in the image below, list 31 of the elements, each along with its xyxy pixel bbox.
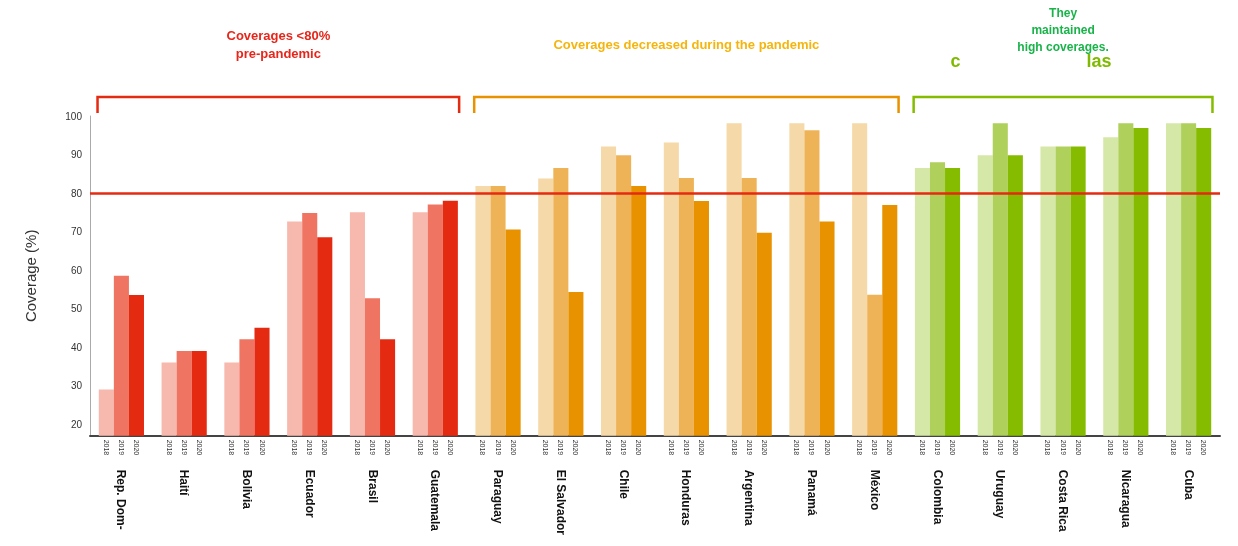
x-tick-label: Colombia [930, 469, 945, 525]
x-tick-label: Honduras [679, 469, 694, 526]
x-tick-label: Uruguay [993, 469, 1008, 519]
x-tick-label: Argentina [742, 469, 757, 526]
x-tick-label: Guatemala [428, 469, 443, 532]
text: Coverages <80% pre-pandemic [226, 27, 331, 61]
text: c [950, 51, 961, 71]
x-tick-label: Paraguay [491, 469, 506, 524]
text: Coverages decreased during the pandemic [553, 36, 820, 52]
x-tick-label: Costa Rica [1056, 469, 1071, 532]
y-tick-label: 80 [70, 187, 83, 199]
y-axis-title: Coverage (%) [22, 229, 39, 323]
x-tick-label: Panamá [804, 469, 819, 516]
x-tick-label: Rep. Dom- [114, 469, 129, 530]
y-tick-label: 20 [70, 418, 83, 430]
y-tick-label: 100 [65, 110, 83, 122]
y-tick-label: 60 [70, 264, 83, 276]
x-tick-label: Cuba [1181, 469, 1196, 500]
y-tick-label: 50 [70, 303, 83, 315]
x-tick-label: Haití [177, 469, 192, 497]
x-tick-label: Chile [616, 469, 631, 500]
x-tick-label: El Salvador [553, 469, 568, 536]
x-tick-label: Brasil [365, 469, 380, 503]
x-tick-label: Bolivia [239, 469, 254, 510]
y-tick-label: 30 [70, 380, 83, 392]
y-tick-label: 40 [70, 341, 83, 353]
y-tick-label: 90 [70, 149, 83, 161]
x-tick-label: México [867, 469, 882, 511]
x-tick-label: Nicaragua [1118, 469, 1133, 528]
y-tick-label: 70 [70, 226, 83, 238]
x-tick-label: Ecuador [302, 469, 317, 518]
